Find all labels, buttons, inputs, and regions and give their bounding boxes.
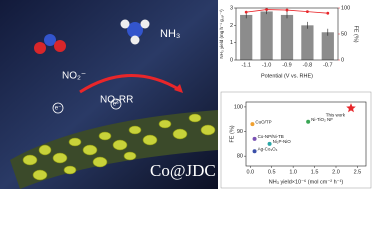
no2-molecule [34,34,66,54]
x-tick-label: 2.5 [354,169,362,175]
fe-point [285,8,289,12]
x-axis-label: NH₃ yield×10⁻⁶ (mol cm⁻² h⁻¹) [269,178,344,185]
catalyst-label: Co@JDC [150,161,216,180]
x-tick-label: -0.9 [282,62,291,68]
bar [321,32,334,60]
electron-label: e⁻ [113,102,120,108]
y2-tick-label: 50 [341,31,347,37]
point-label: This work [326,112,346,117]
y-tick-label: 2 [230,23,233,29]
scatter-point [252,149,257,154]
point-label: Co-NP/Ni-TB [258,134,284,139]
y-tick-label: 100 [234,104,243,110]
y-tick-label: 90 [237,129,243,135]
scatter-point [252,136,257,141]
y2-tick-label: 0 [341,57,344,63]
x-tick-label: -1.0 [262,62,271,68]
panel-frame [220,91,372,189]
x-tick-label: -0.8 [303,62,312,68]
y-tick-label: 3 [230,5,233,11]
bar [280,14,294,60]
y-axis-label: FE (%) [229,125,235,142]
nh3-molecule [120,19,150,45]
reaction-label: NO₂RR [100,95,133,106]
point-label: Ni₂P-NiO [273,139,292,144]
y-axis-label: NH₃ yield (mg h⁻¹ g꜀ₐₜ⁻¹) [219,9,224,59]
nanorod [10,110,218,189]
point-label: Ag-Co₃O₄ [258,146,278,151]
fe-point [244,10,248,14]
plot-frame [235,7,339,61]
reactant-label: NO₂⁻ [62,71,86,82]
point-label: Ni-TiO₂ NF [311,117,333,122]
point-label: CuO/TP [255,119,271,124]
electron-label: e⁻ [55,106,62,112]
fe-point [265,8,268,11]
product-label: NH₃ [160,28,180,40]
y-tick-label: 0 [230,57,233,63]
fe-point [326,11,330,15]
illustration: NO₂⁻ NO₂RR NH₃ e⁻ e⁻ Co@JDC [0,0,218,189]
bar [260,11,273,60]
x-axis-label: Potential (V vs. RHE) [261,73,313,79]
graphical-abstract: NO₂⁻ NO₂RR NH₃ e⁻ e⁻ Co@JDC 0 1 2 3 0 50 100 -1… [0,0,372,189]
x-tick-label: 0.0 [246,169,254,175]
scatter-point [306,119,311,124]
bar [240,14,253,60]
scatter-point [250,122,255,127]
scatter-point [267,141,272,146]
reaction-arrow [79,74,181,94]
x-tick-label: 1.5 [311,169,319,175]
x-tick-label: 0.5 [268,169,276,175]
arrow-head [174,84,183,93]
x-tick-label: -1.1 [241,62,250,68]
x-tick-label: 1.0 [289,169,297,175]
star-point [346,103,356,113]
x-tick-label: 2.0 [332,169,340,175]
y-tick-label: 1 [230,40,233,46]
y2-tick-label: 100 [341,5,350,11]
y-tick-label: 80 [237,154,243,160]
fe-point [306,10,309,14]
electron [110,98,122,110]
y2-axis-label: FE (%) [353,25,359,42]
plot-frame [245,101,367,167]
x-tick-label: -0.7 [323,62,332,68]
bar [301,25,314,60]
electron [52,102,64,114]
